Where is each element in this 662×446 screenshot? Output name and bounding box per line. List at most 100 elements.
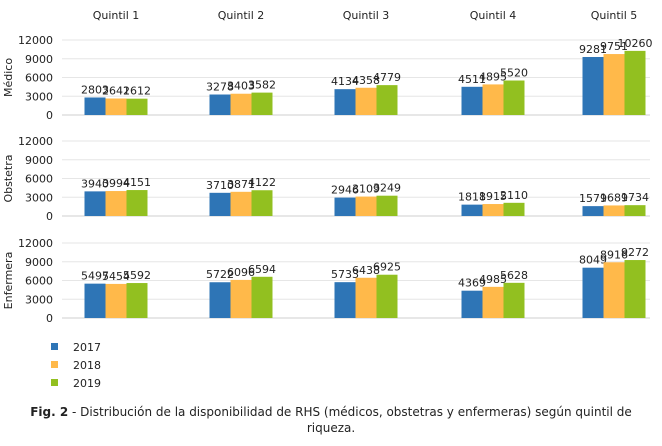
bar: [461, 86, 483, 115]
bar: [126, 98, 148, 115]
data-label: 2946: [331, 184, 359, 197]
data-label: 8916: [600, 248, 628, 261]
bar: [582, 206, 604, 216]
bar: [209, 192, 231, 216]
data-label: 2641: [102, 84, 130, 97]
bar: [376, 274, 398, 318]
bar: [84, 191, 106, 216]
bar: [209, 94, 231, 115]
data-label: 1579: [579, 192, 607, 205]
y-tick-label: 9000: [25, 154, 53, 167]
chart: Quintil 1 Quintil 2 Quintil 3 Quintil 4 Quin…: [2, 9, 653, 390]
category-label: Quintil 2: [218, 9, 265, 22]
bar: [230, 93, 252, 115]
bar: [355, 87, 377, 115]
bar: [603, 262, 625, 318]
legend-label: 2019: [73, 377, 101, 390]
category-label: Quintil 3: [343, 9, 390, 22]
bar: [105, 191, 127, 216]
bar: [355, 196, 377, 216]
data-label: 6925: [373, 261, 401, 274]
data-label: 4369: [458, 277, 486, 290]
bar: [503, 80, 525, 115]
data-label: 5628: [500, 269, 528, 282]
bar: [603, 54, 625, 115]
data-label: 9751: [600, 40, 628, 53]
bar: [251, 276, 273, 318]
data-label: 4151: [123, 176, 151, 189]
data-label: 3109: [352, 183, 380, 196]
bar: [376, 85, 398, 115]
data-label: 3994: [102, 177, 130, 190]
bar: [582, 267, 604, 318]
bar: [482, 204, 504, 216]
y-tick-label: 6000: [25, 72, 53, 85]
bar: [376, 195, 398, 216]
panel-label: Médico: [2, 58, 15, 97]
y-tick-label: 12000: [18, 237, 53, 250]
y-tick-label: 6000: [25, 173, 53, 186]
data-label: 5497: [81, 270, 109, 283]
data-label: 4358: [352, 74, 380, 87]
data-label: 3403: [227, 80, 255, 93]
bar: [503, 202, 525, 216]
data-label: 5733: [331, 268, 359, 281]
y-tick-label: 6000: [25, 275, 53, 288]
bar: [105, 283, 127, 318]
bar: [355, 277, 377, 318]
legend-label: 2017: [73, 341, 101, 354]
category-label: Quintil 5: [591, 9, 638, 22]
data-label: 1734: [621, 191, 649, 204]
data-label: 1689: [600, 191, 628, 204]
y-tick-label: 0: [46, 312, 53, 325]
data-label: 4122: [248, 176, 276, 189]
bar: [461, 204, 483, 216]
bar: [209, 282, 231, 318]
data-label: 5454: [102, 270, 130, 283]
bar: [582, 56, 604, 115]
bar: [503, 282, 525, 318]
data-label: 5592: [123, 269, 151, 282]
data-label: 9272: [621, 246, 649, 259]
panel-label: Enfermera: [2, 252, 15, 310]
bar: [334, 282, 356, 318]
category-label: Quintil 4: [470, 9, 517, 22]
data-label: 3940: [81, 177, 109, 190]
bar: [624, 260, 646, 318]
y-tick-label: 12000: [18, 135, 53, 148]
y-tick-label: 0: [46, 109, 53, 122]
y-tick-label: 3000: [25, 90, 53, 103]
data-label: 4779: [373, 71, 401, 84]
data-label: 6096: [227, 266, 255, 279]
y-tick-label: 9000: [25, 256, 53, 269]
bar: [461, 290, 483, 318]
data-label: 3582: [248, 79, 276, 92]
data-label: 3710: [206, 179, 234, 192]
bar: [230, 279, 252, 318]
data-label: 2110: [500, 189, 528, 202]
data-label: 1915: [479, 190, 507, 203]
caption-text: - Distribución de la disponibilidad de R…: [68, 405, 632, 435]
data-label: 5722: [206, 268, 234, 281]
category-label: Quintil 1: [93, 9, 140, 22]
y-tick-label: 0: [46, 210, 53, 223]
data-label: 6594: [248, 263, 276, 276]
data-label: 4985: [479, 273, 507, 286]
data-label: 4895: [479, 70, 507, 83]
data-label: 8049: [579, 254, 607, 267]
bar: [105, 98, 127, 115]
data-label: 3871: [227, 178, 255, 191]
data-label: 6438: [352, 264, 380, 277]
panel-label: Obstetra: [2, 154, 15, 202]
bar: [334, 89, 356, 115]
bar: [230, 191, 252, 216]
y-tick-label: 9000: [25, 53, 53, 66]
data-label: 3278: [206, 81, 234, 94]
legend-swatch: [51, 379, 58, 386]
bar: [84, 283, 106, 318]
bar: [624, 50, 646, 115]
bar: [251, 190, 273, 216]
data-label: 5520: [500, 67, 528, 80]
bar: [603, 205, 625, 216]
data-label: 4511: [458, 73, 486, 86]
